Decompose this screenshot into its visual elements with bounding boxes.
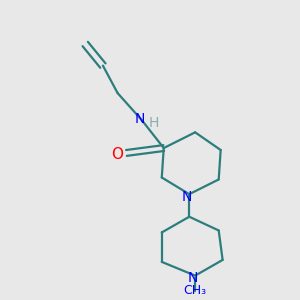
Text: CH₃: CH₃ [184,284,207,297]
Text: O: O [111,147,123,162]
Text: H: H [149,116,159,130]
Text: N: N [135,112,146,126]
Text: N: N [188,271,198,285]
Text: N: N [182,190,193,204]
